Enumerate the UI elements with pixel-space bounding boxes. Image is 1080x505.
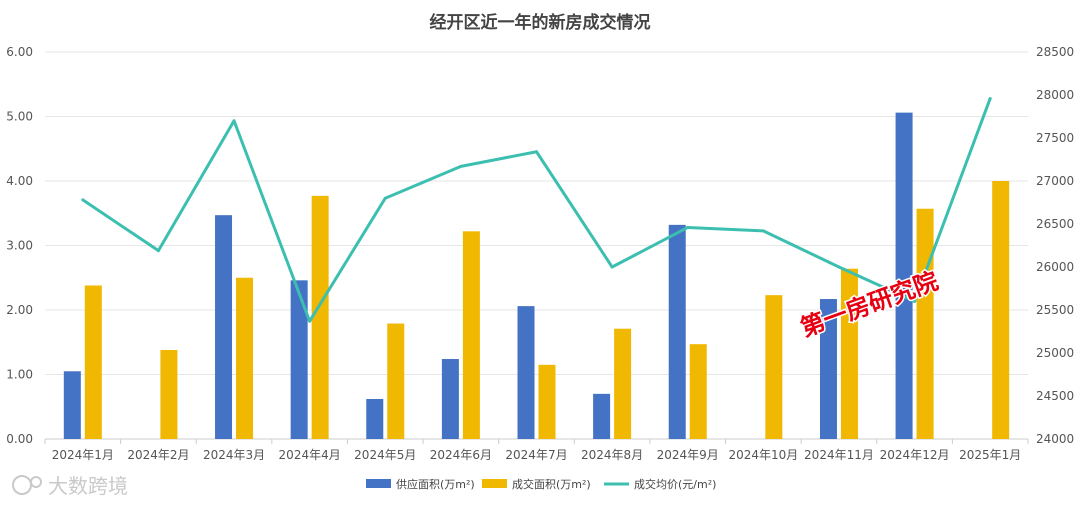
price-point [459,164,463,168]
deal-bar [236,277,254,439]
deal-bar [462,231,480,439]
left-tick-label: 2.00 [6,303,33,317]
deal-bar [387,323,405,439]
left-axis: 0.00 1.00 2.00 3.00 4.00 5.00 6.00 [6,45,33,446]
x-tick-label: 2024年8月 [581,448,643,462]
supply-bar [668,224,686,439]
left-tick-label: 3.00 [6,239,33,253]
right-tick-label: 26500 [1036,217,1074,231]
bars [63,112,1010,439]
price-point [81,198,85,202]
price-point [308,319,312,323]
right-tick-label: 26000 [1036,260,1074,274]
supply-bar [895,112,913,439]
deal-bar [765,295,783,439]
x-tick-label: 2025年1月 [959,448,1021,462]
supply-bar [215,215,233,439]
right-tick-label: 24000 [1036,432,1074,446]
right-tick-label: 27500 [1036,131,1074,145]
watermark-logo-dot-icon [30,476,42,488]
price-point [761,229,765,233]
x-tick-label: 2024年3月 [203,448,265,462]
price-point [232,119,236,123]
legend-swatch [366,479,391,488]
price-point [535,150,538,154]
x-tick-label: 2024年4月 [279,448,341,462]
price-point [988,96,992,100]
deal-bar [840,268,858,439]
left-tick-label: 1.00 [6,368,33,382]
left-tick-label: 5.00 [6,110,33,124]
x-tick-label: 2024年2月 [127,448,189,462]
supply-bar [593,393,611,439]
deal-bar [614,328,632,439]
left-tick-label: 4.00 [6,174,33,188]
watermark: 大数跨境 [12,474,128,498]
left-tick-label: 6.00 [6,45,33,59]
watermark-text: 大数跨境 [48,474,128,498]
price-point [156,249,160,253]
x-tick-label: 2024年11月 [804,448,874,462]
grid-lines [45,51,1028,440]
deal-bar [689,344,707,439]
supply-bar [517,306,535,439]
legend-label: 成交均价(元/m²) [634,477,716,491]
x-tick-label: 2024年5月 [354,448,416,462]
right-tick-label: 24500 [1036,389,1074,403]
supply-bar [441,359,459,439]
right-tick-label: 28500 [1036,45,1074,59]
deal-bar [84,285,102,439]
price-point [610,265,614,269]
deal-bar [992,181,1010,439]
right-tick-label: 28000 [1036,88,1074,102]
deal-bar [538,364,556,439]
supply-bar [63,371,81,439]
supply-bar [290,280,308,439]
watermark-logo-icon [12,475,32,495]
right-tick-label: 25000 [1036,346,1074,360]
left-tick-label: 0.00 [6,432,33,446]
legend-label: 成交面积(万m²) [512,477,591,491]
price-point [913,299,917,303]
x-tick-label: 2024年10月 [728,448,798,462]
x-tick-label: 2024年6月 [430,448,492,462]
price-point [686,225,690,229]
legend: 供应面积(万m²) 成交面积(万m²) 成交均价(元/m²) [366,477,716,491]
price-line [81,96,992,323]
x-tick-label: 2024年7月 [505,448,567,462]
legend-label: 供应面积(万m²) [396,477,475,491]
supply-bar [819,299,837,439]
price-point [837,265,841,269]
legend-swatch [482,479,507,488]
right-tick-label: 27000 [1036,174,1074,188]
x-tick-label: 2024年12月 [880,448,950,462]
x-tick-label: 2024年9月 [657,448,719,462]
chart-title: 经开区近一年的新房成交情况 [430,12,651,33]
deal-bar [160,349,178,439]
right-tick-label: 25500 [1036,303,1074,317]
right-axis: 24000 24500 25000 25500 26000 26500 27000 27500… [1036,45,1074,446]
x-axis: 2024年1月 2024年2月 2024年3月 2024年4月 2024年5月 2024年… [44,439,1029,462]
x-tick-label: 2024年1月 [52,448,114,462]
supply-bar [366,399,384,439]
deal-bar [916,208,934,439]
price-point [383,196,387,200]
deal-bar [311,195,329,439]
